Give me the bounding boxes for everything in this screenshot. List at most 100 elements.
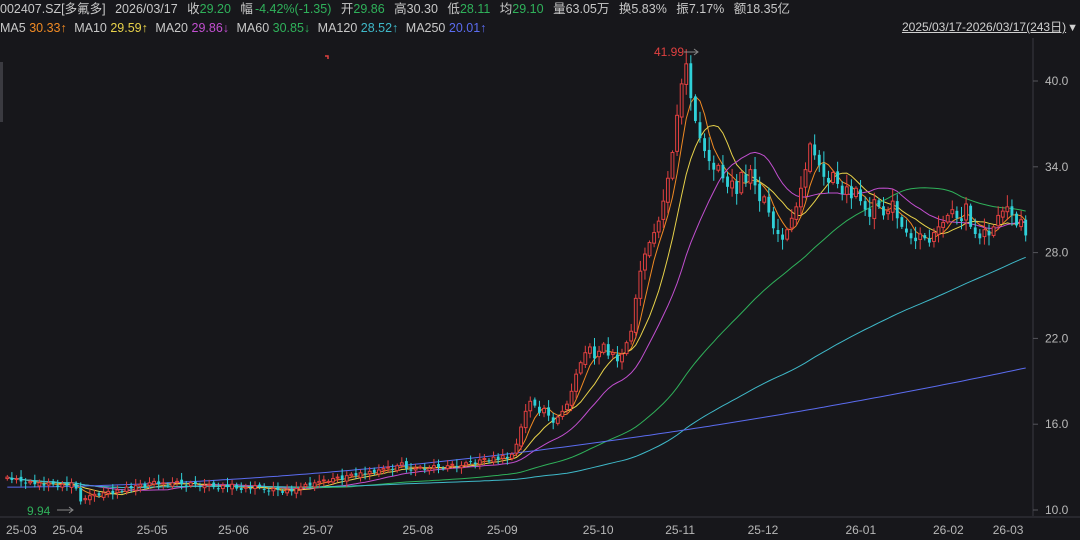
candle	[1015, 211, 1018, 228]
x-tick-label: 25-11	[665, 523, 695, 537]
candle	[781, 228, 784, 250]
candle	[317, 474, 322, 488]
x-axis-ticks: 25-03 25-04 25-05 25-06 25-07 25-08 25-09 25-10…	[6, 523, 1024, 537]
candle	[661, 189, 666, 228]
candle-body	[528, 400, 533, 412]
candle-body	[51, 481, 55, 485]
candle-body	[574, 373, 579, 392]
x-tick-label: 25-08	[403, 523, 434, 537]
candle-body	[298, 486, 303, 490]
candle-body	[28, 480, 33, 484]
candle	[212, 480, 216, 490]
candle-body	[331, 478, 335, 483]
candle-body	[437, 463, 440, 468]
candle	[19, 470, 23, 487]
candle	[877, 198, 881, 209]
ma5-line	[7, 95, 1027, 498]
candle-body	[87, 495, 92, 501]
candle	[326, 479, 331, 484]
candle	[798, 176, 803, 216]
change-field: 幅 -4.42%(-1.35)	[240, 2, 332, 16]
candle-body	[500, 455, 505, 459]
x-tick-label: 25-03	[6, 523, 37, 537]
candle-body	[509, 453, 514, 460]
candle	[477, 453, 482, 470]
candle	[610, 348, 615, 360]
high-field: 高30.30	[394, 2, 438, 16]
candle	[276, 482, 280, 497]
candle-body	[321, 479, 326, 482]
candle-body	[37, 482, 42, 487]
candle	[597, 345, 601, 365]
candle-body	[1000, 210, 1005, 218]
candle	[827, 170, 830, 194]
candle	[138, 479, 143, 493]
candle-body	[803, 169, 808, 188]
candle	[900, 214, 904, 230]
candle-body	[758, 183, 762, 202]
candle-body	[900, 217, 904, 227]
candle-body	[569, 390, 574, 406]
candle-body	[372, 469, 376, 473]
x-tick-label: 25-06	[218, 523, 249, 537]
candle	[565, 400, 569, 415]
candle	[785, 227, 790, 242]
candle	[1024, 215, 1028, 242]
candle-body	[872, 199, 877, 220]
candle-body	[973, 227, 977, 235]
x-tick-label: 25-05	[137, 523, 168, 537]
candle-body	[941, 222, 946, 228]
candle-body	[583, 352, 588, 365]
candle	[882, 197, 885, 220]
candle-body	[5, 476, 10, 480]
candlestick-chart[interactable]: 40.0 34.0 28.0 22.0 16.0 10.0 25-03 25-04 25-05…	[0, 38, 1080, 540]
candle-body	[258, 484, 262, 488]
x-tick-label: 26-02	[933, 523, 964, 537]
candle	[308, 476, 312, 489]
candle	[180, 472, 184, 490]
candle	[528, 396, 533, 418]
candle	[945, 213, 950, 225]
candle	[771, 207, 775, 235]
candle-body	[381, 468, 386, 471]
candle	[445, 460, 450, 472]
ma250-indicator: MA250 20.01↑	[405, 21, 487, 35]
date-range-selector[interactable]: 2025/03/17-2026/03/17(243日)▼	[902, 18, 1078, 37]
candle	[991, 224, 996, 238]
candle	[698, 111, 702, 143]
candle-body	[10, 477, 14, 480]
candle-body	[69, 482, 74, 488]
candle-body	[712, 162, 716, 170]
candle	[111, 484, 115, 500]
candle	[42, 476, 46, 491]
candle-body	[991, 226, 996, 236]
candle	[569, 383, 574, 412]
candle	[193, 476, 197, 488]
candle	[496, 453, 500, 465]
candle	[505, 452, 509, 465]
candle-body	[367, 470, 372, 475]
quote-date: 2026/03/17	[115, 2, 178, 16]
candle	[56, 479, 60, 491]
candle-body	[335, 476, 340, 479]
candle	[840, 181, 844, 201]
candle-body	[675, 114, 679, 152]
candle	[620, 348, 624, 370]
candle-body	[42, 483, 46, 486]
candle-body	[340, 475, 344, 480]
candle-body	[92, 493, 97, 497]
candle	[65, 476, 69, 491]
candle-body	[978, 233, 982, 239]
candle-body	[890, 200, 895, 213]
candle-body	[726, 176, 729, 187]
candles-group	[5, 49, 1028, 505]
candle	[753, 156, 757, 195]
candle-body	[349, 473, 354, 477]
scroll-handle[interactable]	[0, 62, 3, 122]
x-tick-label: 25-12	[748, 523, 779, 537]
candle-body	[620, 353, 624, 363]
triangle-down-icon[interactable]: ▼	[1067, 22, 1078, 34]
candle-body	[643, 253, 647, 271]
candle-body	[188, 482, 193, 487]
candle-body	[721, 164, 725, 179]
